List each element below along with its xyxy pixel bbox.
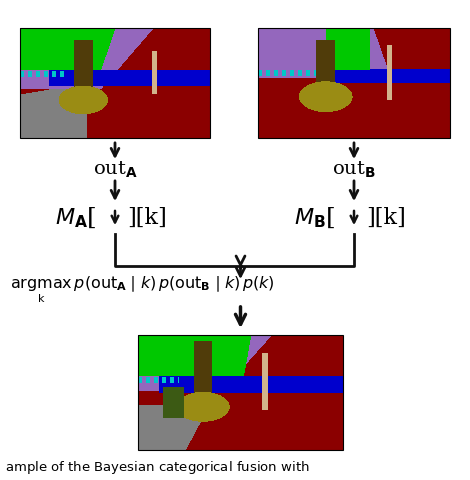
Text: [: [ <box>326 206 336 229</box>
Bar <box>20 28 210 138</box>
Text: out$_\mathbf{B}$: out$_\mathbf{B}$ <box>332 160 376 180</box>
Text: $\underset{\mathrm{k}}{\mathrm{argmax}}\,p(\mathrm{out}_\mathbf{A}\mid k)\,p(\ma: $\underset{\mathrm{k}}{\mathrm{argmax}}\… <box>10 275 275 305</box>
Text: $M_\mathbf{A}$: $M_\mathbf{A}$ <box>55 206 88 230</box>
Text: ][k]: ][k] <box>366 207 406 229</box>
Bar <box>138 335 343 450</box>
Text: out$_\mathbf{A}$: out$_\mathbf{A}$ <box>93 160 137 180</box>
Text: ][k]: ][k] <box>127 207 167 229</box>
Bar <box>258 28 450 138</box>
Text: $M_\mathbf{B}$: $M_\mathbf{B}$ <box>294 206 326 230</box>
Text: $\mathrm{ample\ of\ the\ Bayesian\ categorical\ fusion\ with}$: $\mathrm{ample\ of\ the\ Bayesian\ categ… <box>5 459 310 477</box>
Text: [: [ <box>87 206 97 229</box>
